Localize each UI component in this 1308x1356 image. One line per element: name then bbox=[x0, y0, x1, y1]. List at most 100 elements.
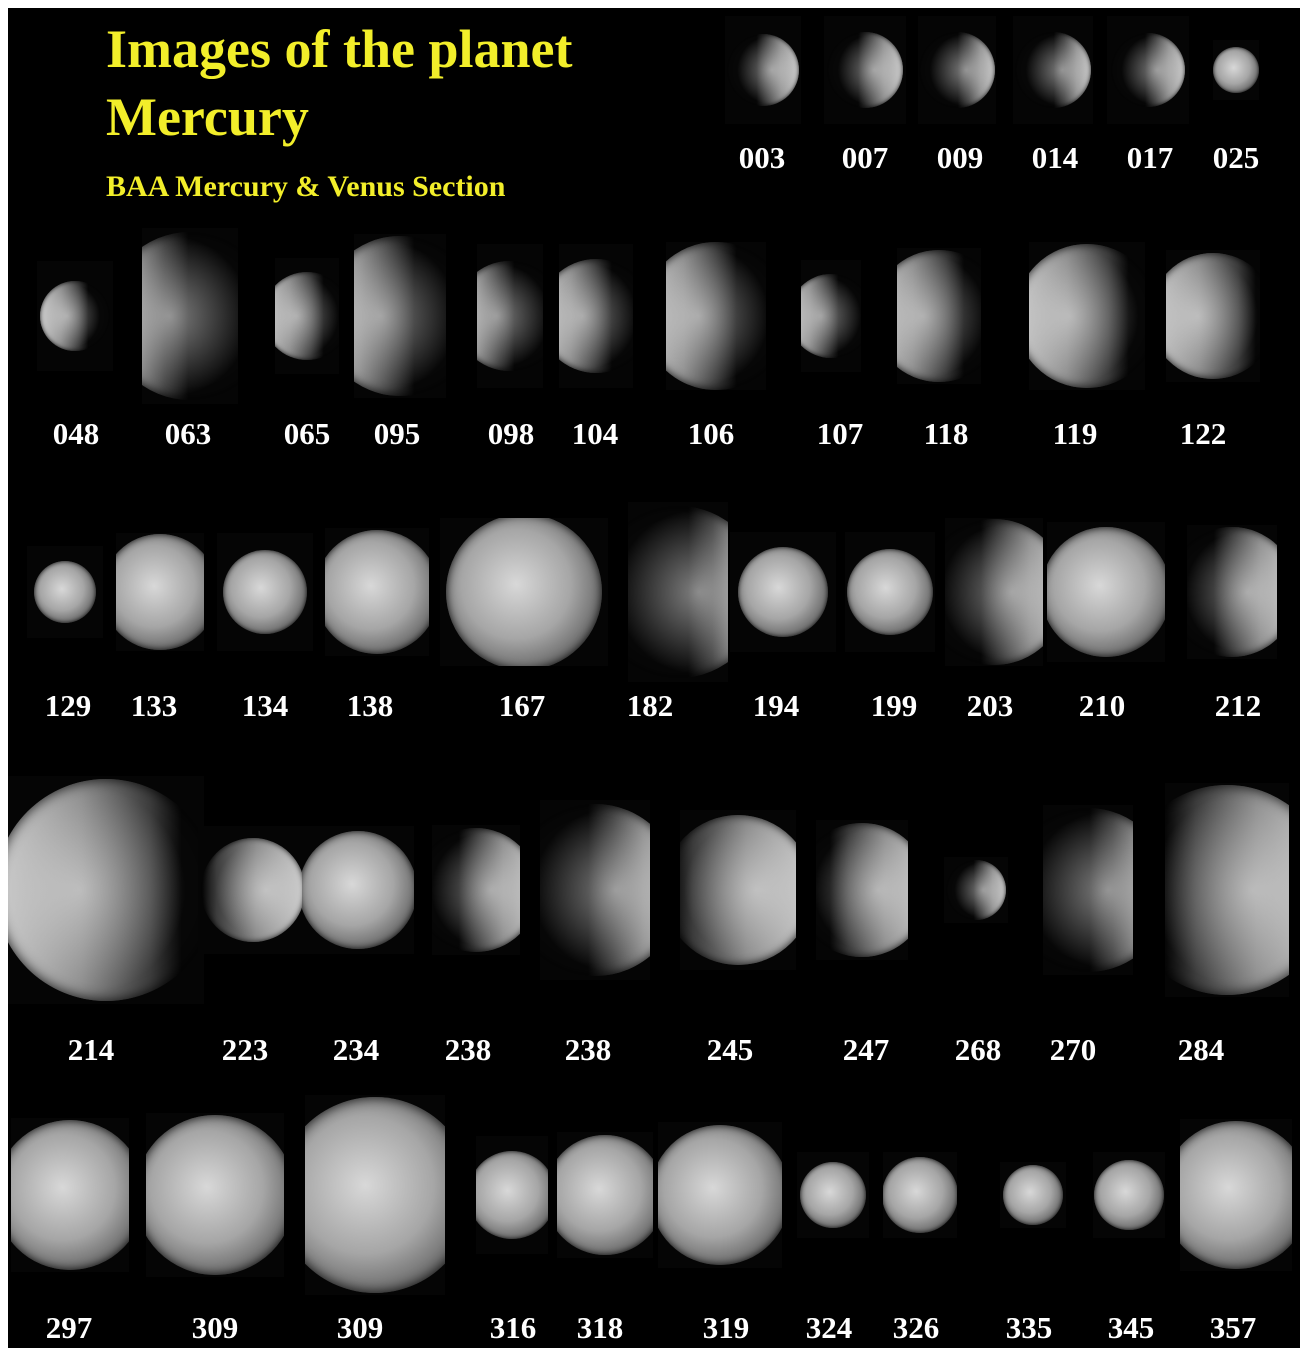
image-label: 098 bbox=[487, 416, 535, 451]
planet-disc bbox=[666, 242, 766, 390]
planet-disc bbox=[1015, 32, 1091, 108]
planet-image-063 bbox=[142, 228, 238, 404]
planet-image-357 bbox=[1180, 1119, 1292, 1271]
planet-disc bbox=[883, 1157, 957, 1233]
image-label: 238 bbox=[564, 1032, 612, 1067]
title-line-2: Mercury bbox=[106, 87, 309, 147]
image-label: 065 bbox=[283, 416, 331, 451]
image-label: 297 bbox=[45, 1310, 93, 1345]
planet-image-119 bbox=[1029, 242, 1145, 390]
image-label: 017 bbox=[1126, 140, 1174, 175]
planet-image-324 bbox=[797, 1152, 869, 1238]
planet-disc bbox=[305, 1097, 445, 1293]
planet-image-014 bbox=[1013, 16, 1093, 124]
planet-image-268 bbox=[944, 857, 1008, 923]
planet-disc bbox=[847, 549, 933, 635]
planet-disc bbox=[738, 547, 828, 637]
image-label: 106 bbox=[687, 416, 735, 451]
image-label: 009 bbox=[936, 140, 984, 175]
planet-image-309 bbox=[146, 1113, 284, 1277]
image-label: 324 bbox=[805, 1310, 853, 1345]
planet-disc bbox=[354, 236, 446, 396]
image-label: 122 bbox=[1179, 416, 1227, 451]
image-label: 063 bbox=[164, 416, 212, 451]
planet-image-134 bbox=[217, 533, 313, 651]
planet-image-234 bbox=[302, 826, 414, 954]
image-label: 118 bbox=[923, 416, 969, 451]
planet-disc bbox=[325, 530, 429, 654]
image-label: 025 bbox=[1212, 140, 1260, 175]
image-label: 284 bbox=[1177, 1032, 1225, 1067]
planet-image-210 bbox=[1047, 522, 1165, 662]
planet-disc bbox=[1213, 47, 1259, 93]
image-label: 318 bbox=[576, 1310, 624, 1345]
image-label: 107 bbox=[816, 416, 864, 451]
planet-disc bbox=[816, 823, 908, 957]
image-label: 223 bbox=[221, 1032, 269, 1067]
planet-disc bbox=[142, 232, 238, 400]
planet-disc bbox=[1166, 253, 1260, 379]
image-label: 203 bbox=[966, 688, 1014, 723]
planet-image-009 bbox=[918, 16, 996, 124]
image-label: 270 bbox=[1049, 1032, 1097, 1067]
title-line-1: Images of the planet bbox=[106, 19, 573, 79]
image-label: 119 bbox=[1052, 416, 1098, 451]
image-label: 048 bbox=[52, 416, 100, 451]
planet-disc bbox=[223, 550, 307, 634]
planet-disc bbox=[680, 815, 796, 965]
image-label: 326 bbox=[892, 1310, 940, 1345]
image-label: 210 bbox=[1078, 688, 1126, 723]
planet-image-182 bbox=[628, 502, 728, 682]
planet-image-003 bbox=[725, 16, 801, 124]
planet-image-214 bbox=[8, 776, 204, 1004]
planet-disc bbox=[1111, 33, 1185, 107]
planet-image-270 bbox=[1043, 805, 1133, 975]
planet-image-297 bbox=[11, 1118, 129, 1272]
planet-image-309 bbox=[305, 1095, 445, 1295]
image-label: 129 bbox=[44, 688, 92, 723]
planet-image-247 bbox=[816, 820, 908, 960]
image-label: 247 bbox=[842, 1032, 890, 1067]
planet-disc bbox=[557, 1135, 653, 1255]
planet-image-245 bbox=[680, 810, 796, 970]
planet-disc bbox=[476, 1151, 548, 1239]
planet-image-065 bbox=[275, 258, 339, 374]
image-label: 234 bbox=[332, 1032, 380, 1067]
image-label: 199 bbox=[870, 688, 918, 723]
planet-disc bbox=[432, 828, 520, 952]
image-label: 316 bbox=[489, 1310, 537, 1345]
image-label: 104 bbox=[571, 416, 619, 451]
image-label: 167 bbox=[498, 688, 546, 723]
planet-disc bbox=[275, 272, 339, 360]
image-label: 003 bbox=[738, 140, 786, 175]
planet-disc bbox=[1029, 244, 1145, 388]
image-label: 014 bbox=[1031, 140, 1079, 175]
planet-disc bbox=[1043, 808, 1133, 972]
planet-disc bbox=[727, 34, 799, 106]
planet-disc bbox=[559, 259, 633, 373]
image-label: 095 bbox=[373, 416, 421, 451]
planet-image-122 bbox=[1166, 250, 1260, 382]
planet-disc bbox=[1094, 1160, 1164, 1230]
planet-image-118 bbox=[897, 248, 981, 384]
planet-image-133 bbox=[116, 533, 204, 651]
image-label: 133 bbox=[130, 688, 178, 723]
planet-disc bbox=[8, 779, 204, 1001]
planet-disc bbox=[540, 804, 650, 976]
planet-disc bbox=[1165, 785, 1289, 995]
image-label: 194 bbox=[752, 688, 800, 723]
planet-image-223 bbox=[198, 826, 308, 954]
subtitle: BAA Mercury & Venus Section bbox=[106, 170, 506, 203]
image-label: 268 bbox=[954, 1032, 1002, 1067]
planet-image-129 bbox=[27, 546, 103, 638]
planet-disc bbox=[801, 274, 861, 358]
image-label: 212 bbox=[1214, 688, 1262, 723]
image-label: 238 bbox=[444, 1032, 492, 1067]
image-label: 345 bbox=[1107, 1310, 1155, 1345]
image-label: 134 bbox=[241, 688, 289, 723]
planet-image-199 bbox=[845, 532, 935, 652]
planet-disc bbox=[116, 534, 204, 650]
planet-disc bbox=[1003, 1165, 1063, 1225]
planet-disc bbox=[946, 860, 1006, 920]
